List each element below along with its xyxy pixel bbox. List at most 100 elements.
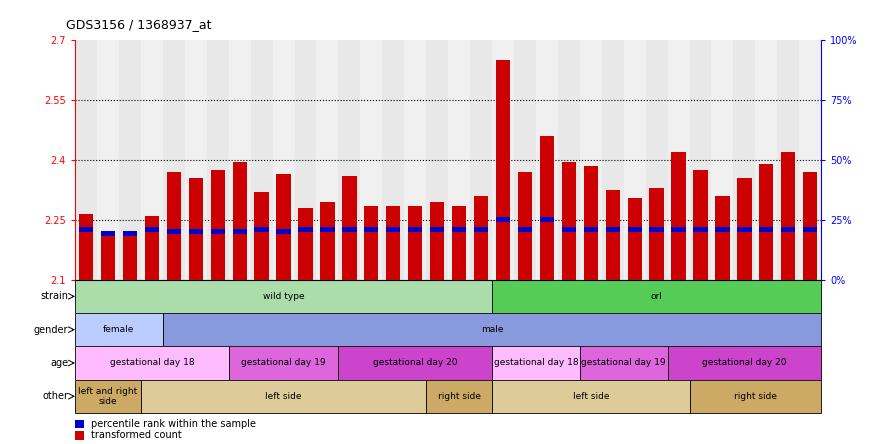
Bar bbox=[276, 230, 291, 234]
Bar bbox=[321, 227, 335, 232]
Bar bbox=[229, 40, 251, 280]
Bar bbox=[167, 172, 181, 280]
Bar bbox=[123, 232, 137, 280]
Bar bbox=[492, 280, 821, 313]
Bar bbox=[492, 346, 580, 380]
Bar bbox=[737, 178, 751, 280]
Bar bbox=[449, 40, 470, 280]
Bar bbox=[734, 40, 755, 280]
Bar bbox=[364, 206, 379, 280]
Bar bbox=[251, 40, 273, 280]
Bar bbox=[474, 196, 488, 280]
Bar bbox=[167, 230, 181, 234]
Text: gender: gender bbox=[34, 325, 69, 335]
Bar bbox=[496, 218, 510, 222]
Bar bbox=[517, 172, 532, 280]
Bar bbox=[759, 227, 774, 232]
Bar bbox=[690, 380, 821, 413]
Bar bbox=[386, 227, 400, 232]
Bar bbox=[628, 227, 642, 232]
Bar bbox=[75, 380, 141, 413]
Bar bbox=[781, 152, 796, 280]
Bar bbox=[781, 227, 796, 232]
Bar bbox=[562, 227, 576, 232]
Text: female: female bbox=[103, 325, 134, 334]
Bar bbox=[101, 231, 115, 236]
Bar bbox=[650, 227, 664, 232]
Bar bbox=[254, 227, 268, 232]
Bar bbox=[360, 40, 382, 280]
Bar bbox=[97, 40, 119, 280]
Bar bbox=[229, 346, 338, 380]
Text: gestational day 20: gestational day 20 bbox=[373, 358, 457, 368]
Bar bbox=[628, 198, 642, 280]
Bar bbox=[606, 227, 620, 232]
Bar bbox=[79, 227, 94, 232]
Bar bbox=[162, 40, 185, 280]
Bar bbox=[276, 174, 291, 280]
Bar bbox=[404, 40, 426, 280]
Bar bbox=[737, 227, 751, 232]
Bar bbox=[496, 60, 510, 280]
Bar bbox=[492, 40, 514, 280]
Bar bbox=[298, 227, 313, 232]
Bar bbox=[185, 40, 207, 280]
Bar bbox=[693, 227, 707, 232]
Bar bbox=[338, 40, 360, 280]
Bar bbox=[75, 280, 492, 313]
Bar bbox=[690, 40, 712, 280]
Text: GDS3156 / 1368937_at: GDS3156 / 1368937_at bbox=[66, 18, 212, 31]
Bar bbox=[426, 380, 492, 413]
Text: left side: left side bbox=[265, 392, 302, 401]
Text: gestational day 20: gestational day 20 bbox=[702, 358, 787, 368]
Bar bbox=[123, 231, 137, 236]
Bar bbox=[584, 166, 598, 280]
Bar bbox=[430, 202, 444, 280]
Bar bbox=[343, 227, 357, 232]
Bar bbox=[584, 227, 598, 232]
Bar bbox=[364, 227, 379, 232]
Text: gestational day 19: gestational day 19 bbox=[581, 358, 666, 368]
Text: right side: right side bbox=[734, 392, 777, 401]
Bar bbox=[606, 190, 620, 280]
Bar bbox=[474, 227, 488, 232]
Bar bbox=[141, 380, 426, 413]
Bar bbox=[715, 196, 729, 280]
Text: strain: strain bbox=[41, 291, 69, 301]
Bar bbox=[712, 40, 734, 280]
Bar bbox=[514, 40, 536, 280]
Bar bbox=[715, 227, 729, 232]
Bar bbox=[273, 40, 295, 280]
Bar bbox=[759, 164, 774, 280]
Bar bbox=[386, 206, 400, 280]
Bar bbox=[650, 188, 664, 280]
Text: wild type: wild type bbox=[263, 292, 305, 301]
Text: gestational day 18: gestational day 18 bbox=[109, 358, 194, 368]
Bar bbox=[232, 230, 246, 234]
Bar bbox=[645, 40, 668, 280]
Bar bbox=[101, 232, 115, 280]
Bar bbox=[452, 227, 466, 232]
Text: left side: left side bbox=[572, 392, 609, 401]
Text: left and right
side: left and right side bbox=[79, 387, 138, 406]
Bar bbox=[189, 230, 203, 234]
Text: right side: right side bbox=[438, 392, 480, 401]
Text: age: age bbox=[50, 358, 69, 368]
Bar bbox=[426, 40, 449, 280]
Bar bbox=[623, 40, 645, 280]
Bar bbox=[803, 227, 818, 232]
Bar bbox=[580, 346, 668, 380]
Text: transformed count: transformed count bbox=[91, 430, 182, 440]
Bar bbox=[316, 40, 338, 280]
Bar bbox=[408, 227, 422, 232]
Bar bbox=[382, 40, 404, 280]
Bar bbox=[338, 346, 492, 380]
Bar bbox=[517, 227, 532, 232]
Bar bbox=[536, 40, 558, 280]
Bar bbox=[119, 40, 141, 280]
Bar bbox=[668, 40, 690, 280]
Text: other: other bbox=[42, 391, 69, 401]
Bar bbox=[799, 40, 821, 280]
Text: percentile rank within the sample: percentile rank within the sample bbox=[91, 419, 256, 429]
Bar bbox=[580, 40, 601, 280]
